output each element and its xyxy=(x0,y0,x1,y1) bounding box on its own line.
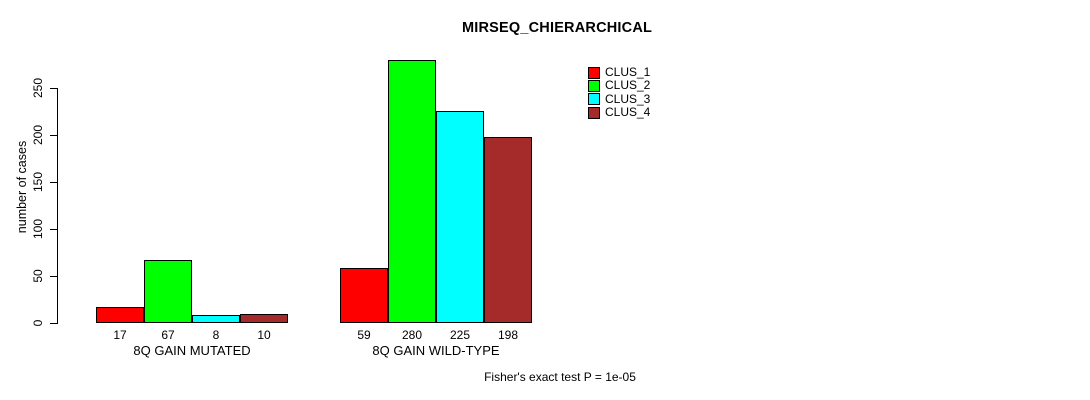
y-tick-label: 0 xyxy=(31,319,45,327)
y-tick-mark xyxy=(50,276,57,277)
bar-value-label: 198 xyxy=(497,328,519,342)
chart-title: MIRSEQ_CHIERARCHICAL xyxy=(461,20,653,36)
legend-swatch-clus_3 xyxy=(588,93,600,106)
footnote: Fisher's exact test P = 1e-05 xyxy=(484,370,636,384)
bar-value-label: 280 xyxy=(401,328,423,342)
legend-item-clus_4: CLUS_4 xyxy=(588,106,650,119)
bar-value-label: 225 xyxy=(449,328,471,342)
y-tick-label: 150 xyxy=(31,171,45,193)
category-label: 8Q GAIN MUTATED xyxy=(133,343,251,358)
bar-clus_2 xyxy=(144,260,192,323)
bar-value-label: 59 xyxy=(357,328,371,342)
y-axis-title: number of cases xyxy=(15,140,29,234)
bar-value-label: 8 xyxy=(212,328,220,342)
legend-item-clus_1: CLUS_1 xyxy=(588,66,650,79)
bar-clus_1 xyxy=(96,307,144,323)
legend-label: CLUS_2 xyxy=(605,78,651,93)
bar-clus_3 xyxy=(192,315,240,323)
y-tick-label: 50 xyxy=(31,269,45,283)
legend-label: CLUS_4 xyxy=(605,105,651,120)
bar-value-label: 17 xyxy=(113,328,127,342)
y-tick-label: 250 xyxy=(31,77,45,99)
bar-value-label: 10 xyxy=(257,328,271,342)
legend-label: CLUS_1 xyxy=(605,65,651,79)
y-tick-mark xyxy=(50,229,57,230)
y-tick-label: 200 xyxy=(31,124,45,146)
legend-item-clus_3: CLUS_3 xyxy=(588,91,651,106)
legend-item-clus_2: CLUS_2 xyxy=(588,79,650,92)
legend-label: CLUS_3 xyxy=(605,91,651,106)
bar-clus_2 xyxy=(388,60,436,323)
bar-clus_3 xyxy=(436,111,484,323)
legend-swatch-clus_2 xyxy=(588,79,600,92)
bar-clus_4 xyxy=(484,137,532,323)
bar-clus_1 xyxy=(340,268,388,323)
category-label: 8Q GAIN WILD-TYPE xyxy=(372,343,500,358)
y-tick-mark xyxy=(50,88,57,89)
y-tick-label: 100 xyxy=(31,218,45,240)
legend-swatch-clus_1 xyxy=(588,66,600,79)
bar-clus_4 xyxy=(240,314,288,323)
y-tick-mark xyxy=(50,182,57,183)
y-tick-mark xyxy=(50,323,57,324)
legend-swatch-clus_4 xyxy=(588,106,600,119)
y-axis-line xyxy=(57,88,58,324)
y-tick-mark xyxy=(50,135,57,136)
bar-value-label: 67 xyxy=(161,328,175,342)
